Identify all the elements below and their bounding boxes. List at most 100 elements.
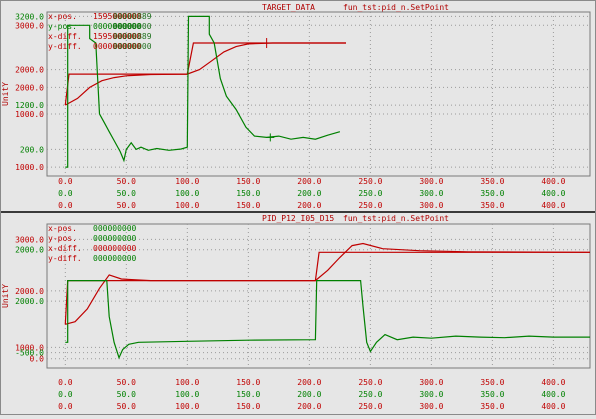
x-tick-label: 0.0 xyxy=(58,201,73,210)
x-tick-label: 0.0 xyxy=(58,390,73,399)
data-series-line xyxy=(65,280,590,360)
x-tick-label: 150.0 xyxy=(236,390,260,399)
x-tick-label: 150.0 xyxy=(236,402,260,411)
x-tick-label: 150.0 xyxy=(236,201,260,210)
x-tick-label: 250.0 xyxy=(358,177,382,186)
data-series-line xyxy=(65,42,346,106)
readout-value-overlap: 00000889 xyxy=(113,32,152,41)
plot-signal-name: fun_tst:pid_n.SetPoint xyxy=(343,3,449,12)
readout-value-overlap: 00000000 xyxy=(113,42,152,51)
x-tick-label: 150.0 xyxy=(236,378,260,387)
readout-label: x-diff. xyxy=(48,32,82,41)
readout-value: 000000000 xyxy=(93,224,137,233)
x-tick-label: 350.0 xyxy=(480,177,504,186)
x-tick-label: 50.0 xyxy=(117,201,136,210)
y-tick-label: -500.0 xyxy=(15,349,44,358)
y-axis-label: UnitY xyxy=(1,82,10,106)
plot-panel: TARGET_DATA fun_tst:pid_n.SetPoint3000.03… xyxy=(0,3,596,213)
readout-value: 000000000 xyxy=(93,234,137,243)
x-tick-label: 50.0 xyxy=(117,177,136,186)
x-tick-label: 300.0 xyxy=(419,201,443,210)
readout-label: x-pos. xyxy=(48,224,77,233)
x-tick-label: 350.0 xyxy=(480,402,504,411)
x-tick-label: 100.0 xyxy=(175,378,199,387)
x-tick-label: 200.0 xyxy=(297,378,321,387)
x-tick-label: 400.0 xyxy=(541,201,565,210)
readout-value: 1595000000 xyxy=(93,12,141,21)
y-tick-label: 200.0 xyxy=(20,145,44,154)
x-tick-label: 0.0 xyxy=(58,402,73,411)
y-tick-label: 0.0 xyxy=(30,355,45,364)
x-tick-label: 350.0 xyxy=(480,390,504,399)
x-tick-label: 300.0 xyxy=(419,378,443,387)
panel-separator[interactable] xyxy=(0,211,596,213)
x-tick-label: 400.0 xyxy=(541,189,565,198)
readout-value: 000000000 xyxy=(93,254,137,263)
x-tick-label: 200.0 xyxy=(297,402,321,411)
plot-frame xyxy=(46,11,591,177)
x-tick-label: 100.0 xyxy=(175,201,199,210)
x-tick-label: 300.0 xyxy=(419,402,443,411)
data-series-line xyxy=(64,251,590,325)
x-tick-label: 150.0 xyxy=(236,177,260,186)
readout-label: x-diff. xyxy=(48,244,82,253)
x-tick-label: 100.0 xyxy=(175,189,199,198)
x-tick-label: 100.0 xyxy=(175,177,199,186)
plot-title: TARGET_DATA xyxy=(262,3,315,12)
x-tick-label: 350.0 xyxy=(480,378,504,387)
x-tick-label: 300.0 xyxy=(419,177,443,186)
x-tick-label: 50.0 xyxy=(117,402,136,411)
x-tick-label: 400.0 xyxy=(541,378,565,387)
plot-frame xyxy=(46,223,591,369)
x-tick-label: 400.0 xyxy=(541,402,565,411)
readout-value: 1595000000 xyxy=(93,32,141,41)
readout-label: y-diff. xyxy=(48,42,82,51)
y-tick-label: 1000.0 xyxy=(15,163,44,172)
y-tick-label: 2000.0 xyxy=(15,83,44,92)
readout-value: 0000000000 xyxy=(93,42,141,51)
readout-value: 0000000000 xyxy=(93,22,141,31)
plot-signal-name: fun_tst:pid_n.SetPoint xyxy=(343,214,449,223)
data-series-line xyxy=(65,242,591,325)
x-tick-label: 50.0 xyxy=(117,189,136,198)
x-tick-label: 300.0 xyxy=(419,390,443,399)
y-tick-label: 1200.0 xyxy=(15,101,44,110)
readout-label: y-diff. xyxy=(48,254,82,263)
x-tick-label: 400.0 xyxy=(541,390,565,399)
x-tick-label: 150.0 xyxy=(236,189,260,198)
x-tick-label: 200.0 xyxy=(297,189,321,198)
x-tick-label: 400.0 xyxy=(541,177,565,186)
y-tick-label: 2000.0 xyxy=(15,287,44,296)
y-axis-label: UnitY xyxy=(1,284,10,308)
x-tick-label: 250.0 xyxy=(358,390,382,399)
x-tick-label: 250.0 xyxy=(358,201,382,210)
readout-label: x-pos. xyxy=(48,12,77,21)
x-tick-label: 50.0 xyxy=(117,378,136,387)
y-tick-label: 3200.0 xyxy=(15,12,44,21)
plot-panel: PID_P12_I05_D15 fun_tst:pid_n.SetPoint 300… xyxy=(1,214,591,411)
x-tick-label: 0.0 xyxy=(58,378,73,387)
x-tick-label: 350.0 xyxy=(480,189,504,198)
y-tick-label: 1000.0 xyxy=(15,343,44,352)
x-tick-label: 0.0 xyxy=(58,177,73,186)
x-tick-label: 100.0 xyxy=(175,390,199,399)
x-tick-label: 250.0 xyxy=(358,402,382,411)
readout-value: 000000000 xyxy=(93,244,137,253)
x-tick-label: 300.0 xyxy=(419,189,443,198)
readout-label: y-pos. xyxy=(48,234,77,243)
x-tick-label: 200.0 xyxy=(297,201,321,210)
y-tick-label: 2000.0 xyxy=(15,297,44,306)
data-series-line xyxy=(64,42,346,106)
plot-title: PID_P12_I05_D15 xyxy=(262,214,334,223)
y-tick-label: 2000.0 xyxy=(15,66,44,75)
readout-label: y-pos. xyxy=(48,22,77,31)
readout-value-overlap: 00000889 xyxy=(113,12,152,21)
y-tick-label: 2000.0 xyxy=(15,246,44,255)
x-tick-label: 350.0 xyxy=(480,201,504,210)
readout-value-overlap: 00000000 xyxy=(113,22,152,31)
x-tick-label: 50.0 xyxy=(117,390,136,399)
x-tick-label: 200.0 xyxy=(297,390,321,399)
x-tick-label: 250.0 xyxy=(358,189,382,198)
